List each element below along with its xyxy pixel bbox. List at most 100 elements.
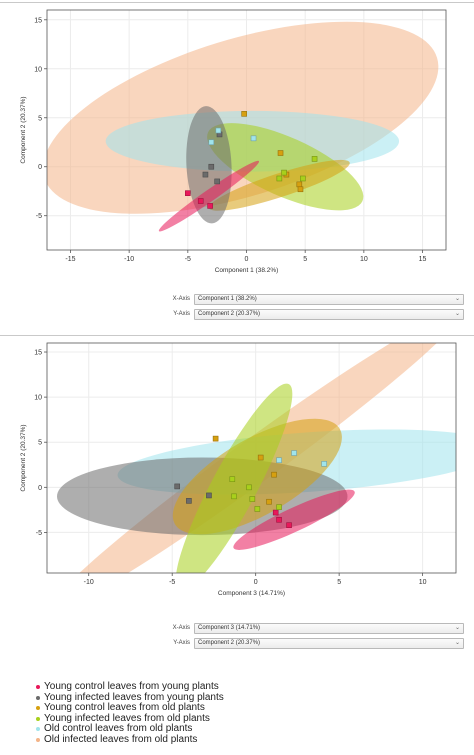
ellipse-young-infected-old <box>175 383 293 573</box>
legend-dot <box>36 737 40 742</box>
x-tick-label: 0 <box>254 579 258 586</box>
point-young-control-old[interactable] <box>212 435 219 442</box>
x-axis-title: Component 1 (38.2%) <box>215 267 279 274</box>
point-young-control-young[interactable] <box>207 203 213 209</box>
point-old-control-old[interactable] <box>276 457 282 464</box>
x-axis-select-value: Component 1 (38.2%) <box>198 296 257 302</box>
x-axis-selector-row: X-Axis Component 1 (38.2%) ⌄ <box>4 294 470 305</box>
point-young-infected-old[interactable] <box>300 175 306 182</box>
point-old-control-old[interactable] <box>321 461 327 467</box>
legend-dot <box>36 727 40 731</box>
y-tick-label: 0 <box>38 485 42 492</box>
legend-label: Young control leaves from young plants <box>44 681 219 692</box>
point-young-control-old[interactable] <box>297 186 304 193</box>
legend-item-young-infected-old[interactable]: Young infected leaves from old plants <box>36 712 456 725</box>
y-tick-label: 15 <box>34 17 42 24</box>
y-axis-select-value: Component 2 (20.37%) <box>198 640 261 646</box>
point-young-infected-young[interactable] <box>208 163 215 170</box>
x-tick-label: -10 <box>124 256 134 263</box>
point-young-control-young[interactable] <box>276 516 282 523</box>
ellipse-young-control-young <box>158 160 260 232</box>
legend-item-young-control-young[interactable]: Young control leaves from young plants <box>36 682 456 693</box>
x-tick-label: -5 <box>185 256 191 263</box>
x-tick-label: 10 <box>419 579 427 586</box>
y-axis-selector-label: Y-Axis <box>173 640 190 646</box>
x-axis-title: Component 3 (14.71%) <box>218 590 285 597</box>
point-young-control-old[interactable] <box>266 498 272 505</box>
point-old-control-old[interactable] <box>208 139 215 146</box>
point-old-control-old[interactable] <box>291 450 297 456</box>
scatter-plot-1: -15 -10 -5 0 5 10 15 -5 0 5 10 15 Component 1 (38.2%… <box>20 9 447 274</box>
x-axis-selector-row: X-Axis Component 3 (14.71%) ⌄ <box>4 623 470 634</box>
y-tick-label: 0 <box>38 164 42 171</box>
y-axis-selector-row: Y-Axis Component 2 (20.37%) ⌄ <box>4 638 470 649</box>
point-young-infected-young[interactable] <box>206 492 212 499</box>
point-young-infected-young[interactable] <box>174 483 181 490</box>
point-young-infected-old[interactable] <box>254 506 261 512</box>
data-points <box>185 111 318 209</box>
chevron-down-icon: ⌄ <box>454 625 460 631</box>
point-young-infected-old[interactable] <box>311 156 318 162</box>
pca-panel-2: -10 -5 0 5 10 -5 0 5 10 15 Component 3 (14.71%) Com… <box>4 335 470 667</box>
point-young-infected-old[interactable] <box>276 175 283 182</box>
x-tick-label: 10 <box>360 256 368 263</box>
chevron-down-icon: ⌄ <box>454 640 460 646</box>
point-old-control-old[interactable] <box>250 135 257 142</box>
y-axis-title: Component 2 (20.37%) <box>20 424 27 491</box>
scatter-plot-2: -10 -5 0 5 10 -5 0 5 10 15 Component 3 (14.71%) Com… <box>20 342 457 597</box>
x-axis-select[interactable]: Component 3 (14.71%) ⌄ <box>194 623 464 634</box>
x-axis-selector-label: X-Axis <box>172 296 190 302</box>
x-tick-label: 5 <box>303 256 307 263</box>
point-young-infected-old[interactable] <box>281 169 287 176</box>
point-young-infected-old[interactable] <box>249 496 256 502</box>
y-axis-select[interactable]: Component 2 (20.37%) ⌄ <box>194 309 464 320</box>
point-young-control-old[interactable] <box>296 181 303 188</box>
point-young-control-old[interactable] <box>277 150 284 156</box>
legend: Young control leaves from young plants Y… <box>36 682 456 745</box>
point-young-infected-old[interactable] <box>231 493 237 500</box>
legend-dot <box>36 685 40 689</box>
legend-label: Young infected leaves from old plants <box>44 712 210 724</box>
point-young-infected-old[interactable] <box>229 476 236 482</box>
point-young-infected-young[interactable] <box>186 498 192 504</box>
point-young-control-old[interactable] <box>241 111 247 117</box>
legend-label: Old infected leaves from old plants <box>44 733 198 745</box>
y-tick-label: -5 <box>36 213 42 220</box>
point-young-control-young[interactable] <box>185 190 191 196</box>
legend-item-old-control-old[interactable]: Old control leaves from old plants <box>36 724 456 735</box>
point-old-control-old[interactable] <box>215 127 222 134</box>
point-young-infected-young[interactable] <box>202 171 209 178</box>
ellipse-young-control-old <box>208 159 350 211</box>
point-young-control-young[interactable] <box>197 198 204 204</box>
x-tick-label: 5 <box>337 579 341 586</box>
y-axis-select[interactable]: Component 2 (20.37%) ⌄ <box>194 638 464 649</box>
point-young-control-young[interactable] <box>286 522 292 528</box>
y-tick-label: 10 <box>34 66 42 73</box>
legend-dot <box>36 716 40 721</box>
y-tick-label: 10 <box>34 395 42 402</box>
x-axis-selector-label: X-Axis <box>172 625 190 631</box>
x-axis-select[interactable]: Component 1 (38.2%) ⌄ <box>194 294 464 305</box>
point-young-control-old[interactable] <box>257 454 264 461</box>
point-young-control-young[interactable] <box>272 509 279 516</box>
x-tick-label: 0 <box>245 256 249 263</box>
legend-item-old-infected-old[interactable]: Old infected leaves from old plants <box>36 733 456 746</box>
chevron-down-icon: ⌄ <box>454 296 460 302</box>
ellipse-young-infected-old <box>207 123 364 211</box>
legend-item-young-infected-young[interactable]: Young infected leaves from young plants <box>36 692 456 704</box>
legend-label: Old control leaves from old plants <box>44 723 193 734</box>
legend-item-young-control-old[interactable]: Young control leaves from old plants <box>36 703 456 714</box>
point-young-control-old[interactable] <box>271 471 277 478</box>
data-points <box>174 435 327 528</box>
y-axis-selector-label: Y-Axis <box>173 311 190 317</box>
pca-panel-1: -15 -10 -5 0 5 10 15 -5 0 5 10 15 Component 1 (38.2%… <box>4 2 470 332</box>
x-tick-label: -15 <box>65 256 75 263</box>
y-tick-label: 5 <box>38 440 42 447</box>
point-young-infected-young[interactable] <box>214 178 220 185</box>
y-tick-label: 15 <box>34 350 42 357</box>
confidence-ellipses <box>47 21 439 232</box>
legend-dot <box>36 706 40 710</box>
point-young-infected-old[interactable] <box>276 504 282 510</box>
confidence-ellipses <box>48 343 456 573</box>
point-young-infected-old[interactable] <box>246 484 252 491</box>
